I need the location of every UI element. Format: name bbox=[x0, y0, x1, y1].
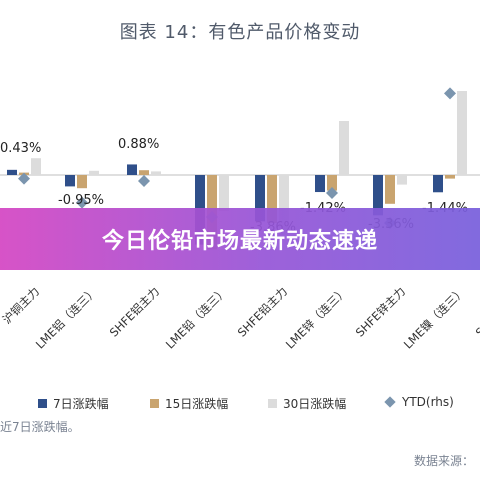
legend-item-7d: 7日涨跌幅 bbox=[38, 395, 109, 412]
x-tick-label: SHFE铝主力 bbox=[107, 284, 162, 339]
bar-7d bbox=[433, 175, 443, 193]
headline-text: 今日伦铅市场最新动态速递 bbox=[101, 229, 378, 254]
bar-7d bbox=[65, 175, 75, 187]
bar-30d bbox=[339, 121, 349, 175]
bar-15d bbox=[139, 170, 149, 175]
bar-30d bbox=[279, 175, 289, 235]
bar-7d bbox=[7, 169, 17, 175]
bar-30d bbox=[89, 170, 99, 175]
legend-item-30d: 30日涨跌幅 bbox=[268, 395, 346, 412]
bar-30d bbox=[219, 175, 229, 211]
x-tick-label: SHFE镍主力 bbox=[473, 284, 480, 339]
chart-footnote: 近7日涨跌幅。 bbox=[0, 420, 80, 434]
ytd-marker bbox=[138, 175, 150, 187]
x-tick-label: LME镍（连三） bbox=[401, 284, 468, 351]
legend-diamond-ytd bbox=[384, 396, 396, 408]
data-label: 0.43% bbox=[0, 141, 41, 156]
bar-15d bbox=[77, 175, 87, 189]
legend-swatch-15d bbox=[150, 399, 159, 408]
chart-title: 图表 14：有色产品价格变动 bbox=[119, 22, 361, 43]
legend-swatch-7d bbox=[38, 399, 47, 408]
legend-label-ytd: YTD(rhs) bbox=[402, 395, 454, 409]
bar-7d bbox=[127, 164, 137, 175]
legend-label-15d: 15日涨跌幅 bbox=[165, 397, 229, 411]
legend-item-ytd: YTD(rhs) bbox=[384, 395, 454, 409]
legend-label-7d: 7日涨跌幅 bbox=[53, 397, 109, 411]
data-label: 0.88% bbox=[118, 137, 159, 152]
bar-15d bbox=[327, 175, 337, 191]
legend-item-15d: 15日涨跌幅 bbox=[150, 395, 228, 412]
bar-30d bbox=[397, 175, 407, 185]
bar-15d bbox=[445, 175, 455, 179]
bar-15d bbox=[267, 175, 277, 223]
legend-label-30d: 30日涨跌幅 bbox=[283, 397, 347, 411]
ytd-marker bbox=[18, 172, 30, 185]
bar-30d bbox=[457, 91, 467, 175]
data-source: 数据来源： bbox=[413, 454, 474, 468]
headline-banner[interactable]: 今日伦铅市场最新动态速递 bbox=[0, 208, 480, 270]
ytd-marker bbox=[326, 187, 338, 199]
x-tick-label: LME铝（连三） bbox=[33, 284, 100, 351]
x-tick-label: SHFE锌主力 bbox=[353, 284, 408, 339]
legend-swatch-30d bbox=[268, 399, 277, 408]
bar-7d bbox=[315, 175, 325, 193]
ytd-marker bbox=[444, 87, 456, 100]
bar-7d bbox=[255, 175, 265, 222]
x-tick-label: LME锌（连三） bbox=[283, 284, 350, 351]
ytd-marker bbox=[76, 196, 88, 209]
chart-legend: 7日涨跌幅 15日涨跌幅 30日涨跌幅 YTD(rhs) bbox=[0, 395, 480, 415]
data-label: -0.95% bbox=[58, 193, 104, 208]
x-tick-label: 沪铜主力 bbox=[0, 284, 42, 326]
bar-7d bbox=[373, 175, 383, 216]
bar-30d bbox=[31, 158, 41, 175]
bar-15d bbox=[385, 175, 395, 204]
x-tick-label: LME铅（连三） bbox=[163, 284, 230, 351]
x-tick-label: SHFE铅主力 bbox=[235, 284, 290, 339]
bar-30d bbox=[151, 171, 161, 175]
